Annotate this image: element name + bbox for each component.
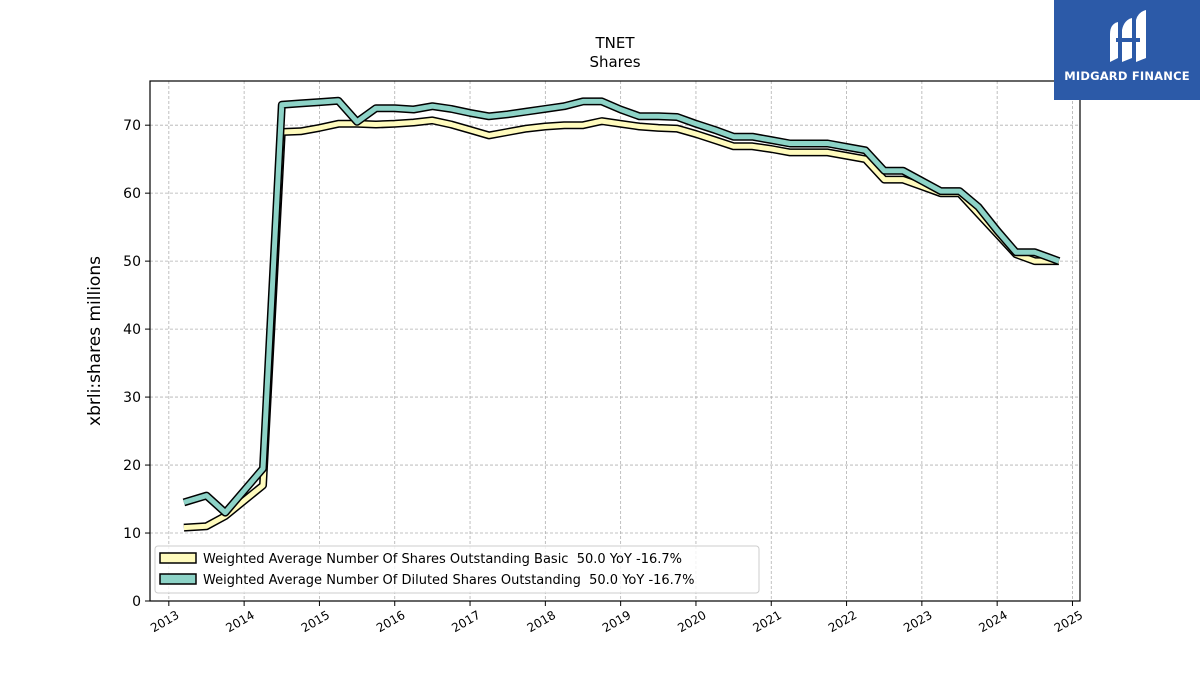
- plot-frame: [149, 80, 1081, 602]
- y-tick-label: 30: [123, 390, 141, 406]
- legend-label-basic: Weighted Average Number Of Shares Outsta…: [203, 552, 682, 567]
- y-tick-label: 10: [123, 526, 141, 542]
- logo-text: MIDGARD FINANCE: [1064, 69, 1190, 83]
- chart-subtitle: Shares: [589, 53, 640, 71]
- y-tick-label: 50: [123, 254, 141, 270]
- x-tick-label: 2022: [826, 608, 859, 635]
- x-tick-label: 2020: [675, 608, 708, 635]
- x-tick-label: 2025: [1052, 608, 1085, 635]
- brand-logo: MIDGARD FINANCE: [1054, 0, 1200, 100]
- chart-title: TNET: [594, 34, 635, 52]
- y-axis-label: xbrli:shares millions: [85, 256, 105, 426]
- series-line-1: [183, 98, 1060, 516]
- x-tick-label: 2023: [901, 608, 934, 635]
- logo-mark-icon: [1110, 10, 1146, 62]
- x-tick-label: 2013: [148, 608, 181, 635]
- x-tick-label: 2017: [449, 608, 482, 635]
- legend-swatch-basic: [159, 552, 197, 564]
- x-tick-label: 2015: [299, 608, 332, 635]
- x-tick-label: 2018: [525, 608, 558, 635]
- y-tick-label: 20: [123, 458, 141, 474]
- legend-swatch-diluted: [159, 573, 197, 585]
- y-tick-label: 40: [123, 322, 141, 338]
- y-tick-label: 70: [123, 118, 141, 134]
- grid-lines: [150, 81, 1080, 602]
- x-tick-label: 2019: [600, 608, 633, 635]
- series-outline-1: [182, 96, 1061, 517]
- x-tick-label: 2024: [976, 608, 1009, 635]
- series-lines: [182, 96, 1061, 532]
- legend-box: [154, 545, 760, 594]
- legend: Weighted Average Number Of Shares Outsta…: [154, 545, 760, 594]
- x-tick-label: 2014: [223, 608, 256, 635]
- legend-label-diluted: Weighted Average Number Of Diluted Share…: [203, 573, 694, 588]
- y-tick-label: 60: [123, 186, 141, 202]
- y-tick-label: 0: [132, 594, 141, 610]
- x-tick-label: 2021: [751, 608, 784, 635]
- x-tick-label: 2016: [374, 608, 407, 635]
